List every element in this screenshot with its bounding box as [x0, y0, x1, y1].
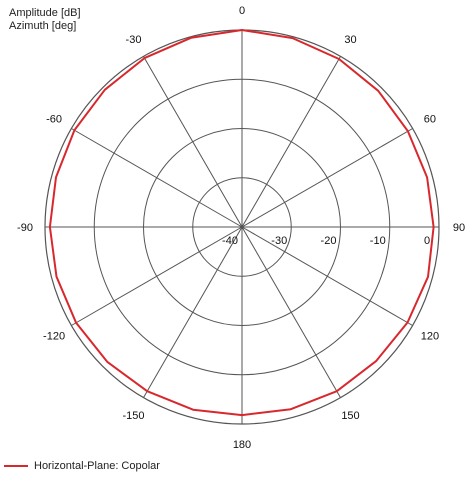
legend-label: Horizontal-Plane: Copolar	[34, 460, 160, 472]
angle-tick-label: -150	[122, 410, 144, 422]
radial-tick-label: 0	[424, 235, 430, 247]
grid-spoke	[143, 56, 243, 228]
angle-tick-label: -120	[43, 331, 65, 343]
series-line	[48, 29, 435, 417]
angle-tick-label: 30	[344, 34, 356, 46]
angle-tick-label: 150	[341, 410, 359, 422]
grid-spoke	[71, 226, 243, 326]
angle-tick-label: 60	[424, 114, 436, 126]
angle-tick-label: 0	[239, 5, 245, 17]
angle-tick-label: -30	[126, 34, 142, 46]
angle-tick-label: 180	[233, 439, 251, 451]
x-axis-label: Azimuth [deg]	[9, 20, 77, 32]
y-axis-label: Amplitude [dB]	[9, 7, 81, 19]
grid-spoke	[241, 128, 413, 228]
grid-spoke	[71, 128, 243, 228]
legend-swatch	[4, 465, 28, 467]
grid-spoke	[241, 56, 341, 228]
grid-spoke	[241, 226, 341, 398]
angle-tick-label: 90	[453, 222, 465, 234]
angle-tick-label: 120	[421, 331, 439, 343]
radial-tick-label: -40	[222, 235, 238, 247]
radial-tick-label: -10	[370, 235, 386, 247]
legend: Horizontal-Plane: Copolar	[4, 459, 160, 473]
angle-tick-label: -90	[17, 222, 33, 234]
grid-spoke	[143, 226, 243, 398]
radial-tick-label: -30	[271, 235, 287, 247]
grid-spoke	[241, 226, 413, 326]
radial-tick-label: -20	[321, 235, 337, 247]
angle-tick-label: -60	[46, 114, 62, 126]
